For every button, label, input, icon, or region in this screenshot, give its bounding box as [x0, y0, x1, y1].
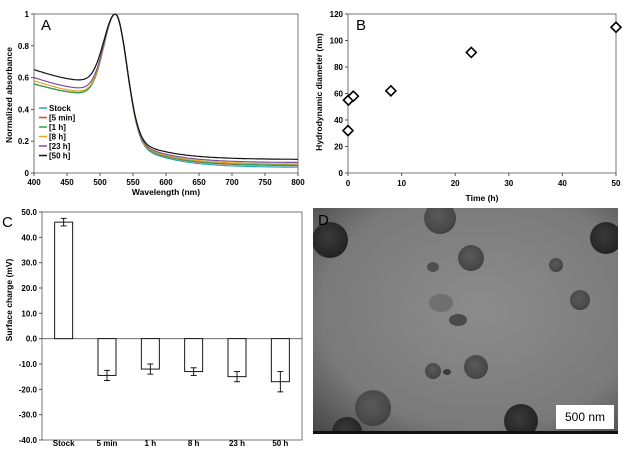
nanoparticle	[458, 245, 484, 271]
bar	[227, 338, 247, 378]
category-label: Stock	[53, 439, 75, 448]
panel-b-ytick-label: 60	[334, 90, 343, 99]
scale-bar-label: 500 nm	[565, 410, 605, 424]
nanoparticle	[425, 363, 441, 379]
panel-a-xtick-label: 400	[27, 178, 41, 187]
panel-c-ytick-label: 50.0	[21, 208, 37, 217]
panel-c-ytick-label: -10.0	[19, 360, 38, 369]
category-label: 50 h	[272, 439, 288, 448]
panel-c-ytick-label: 40.0	[21, 233, 37, 242]
category-label: 8 h	[188, 439, 200, 448]
panel-b-ytick-label: 80	[334, 63, 343, 72]
micrograph-edge	[313, 431, 618, 434]
panel-a-label: A	[41, 17, 51, 34]
panel-c-ytick-label: 0.0	[26, 335, 38, 344]
data-point	[465, 46, 478, 59]
panel-a-xtick-label: 600	[159, 178, 173, 187]
panel-a-xtick-label: 700	[225, 178, 239, 187]
panel-b-ytick-label: 100	[330, 37, 344, 46]
panel-b-ylabel: Hydrodynamic diameter (nm)	[314, 33, 324, 151]
panel-c-label: C	[2, 214, 13, 231]
category-label: 5 min	[97, 439, 118, 448]
legend-label: [50 h]	[49, 152, 71, 161]
data-point	[384, 84, 398, 97]
scale-bar-box	[556, 405, 614, 429]
aggregate	[443, 369, 451, 375]
legend-label: [5 min]	[49, 114, 76, 123]
panel-a-xtick-label: 750	[258, 178, 272, 187]
nanoparticle	[504, 404, 538, 434]
panel-a-xtick-label: 800	[291, 178, 305, 187]
spectrum-line-3	[33, 13, 298, 165]
nanoparticle	[313, 222, 348, 258]
category-label: 1 h	[145, 439, 157, 448]
panel-b-xtick-label: 20	[451, 179, 460, 188]
panel-b-label: B	[356, 17, 366, 34]
panel-b-xtick-label: 40	[558, 179, 567, 188]
panel-a-ytick-label: 0.4	[18, 105, 30, 114]
bar	[54, 221, 74, 340]
nanoparticle	[424, 208, 456, 234]
spectrum-line-2	[33, 13, 298, 166]
panel-c: C -40.0 -30.0 -20.0 -10.0 0.0 10.0 20.0 30.0 40.…	[2, 208, 303, 448]
panel-c-ytick-label: 30.0	[21, 259, 37, 268]
panel-a: A 0 0.2 0.4 0.6 0.8 1 400 450 500 550 600 650 700 75…	[4, 10, 305, 197]
spectrum-line-5	[33, 13, 298, 160]
panel-a-xlabel: Wavelength (nm)	[132, 187, 200, 197]
legend-label: [23 h]	[49, 142, 71, 151]
bar	[184, 338, 204, 373]
panel-b-xlabel: Time (h)	[466, 193, 499, 203]
nanoparticle	[570, 290, 590, 310]
spectrum-line-1	[33, 13, 298, 167]
spectrum-line-4	[33, 13, 298, 163]
panel-c-ytick-label: -40.0	[19, 436, 38, 445]
panel-a-xtick-label: 500	[93, 178, 107, 187]
nanoparticle	[590, 222, 618, 254]
panel-c-ytick-label: 20.0	[21, 284, 37, 293]
panel-b-ytick-label: 20	[334, 143, 343, 152]
panel-a-ytick-label: 1	[25, 10, 30, 19]
nanoparticle	[464, 355, 488, 379]
panel-a-ytick-label: 0	[25, 169, 30, 178]
aggregate	[427, 262, 439, 272]
panel-a-ytick-label: 0.8	[18, 42, 30, 51]
panel-a-xtick-label: 650	[192, 178, 206, 187]
panel-d: 500 nm D	[313, 208, 618, 434]
data-point	[609, 21, 623, 34]
legend-label: [1 h]	[49, 123, 66, 132]
aggregate	[429, 294, 453, 312]
panel-a-xtick-label: 450	[60, 178, 74, 187]
panel-b-xtick-label: 30	[504, 179, 513, 188]
panel-a-xtick-label: 550	[126, 178, 140, 187]
panel-b-xtick-label: 0	[346, 179, 351, 188]
panel-a-ytick-label: 0.2	[18, 137, 30, 146]
panel-a-frame	[33, 13, 299, 174]
panel-b-ytick-label: 40	[334, 116, 343, 125]
nanoparticle	[332, 417, 362, 434]
panel-b: B 0 20 40 60 80 100 120 0 10 20 30 40 50 Time (h) Hy…	[314, 10, 623, 203]
panel-c-ytick-label: 10.0	[21, 309, 37, 318]
nanoparticle	[355, 390, 391, 426]
panel-c-ytick-label: -20.0	[19, 385, 38, 394]
category-label: 23 h	[229, 439, 245, 448]
panel-b-xtick-label: 10	[397, 179, 406, 188]
data-point	[347, 90, 360, 103]
panel-d-label: D	[318, 212, 329, 229]
panel-b-ytick-label: 0	[339, 169, 344, 178]
nanoparticle	[549, 258, 563, 272]
panel-b-ytick-label: 120	[330, 10, 344, 19]
legend-label: Stock	[49, 104, 71, 113]
aggregate	[449, 314, 467, 326]
panel-c-ytick-label: -30.0	[19, 411, 38, 420]
legend-label: [8 h]	[49, 133, 66, 142]
panel-c-ylabel: Surface charge (mV)	[4, 258, 14, 341]
panel-c-frame	[41, 211, 303, 441]
panel-a-ylabel: Normalized absorbance	[4, 47, 14, 143]
panel-a-ytick-label: 0.6	[18, 74, 30, 83]
panel-b-xtick-label: 50	[612, 179, 621, 188]
data-point	[341, 124, 355, 137]
